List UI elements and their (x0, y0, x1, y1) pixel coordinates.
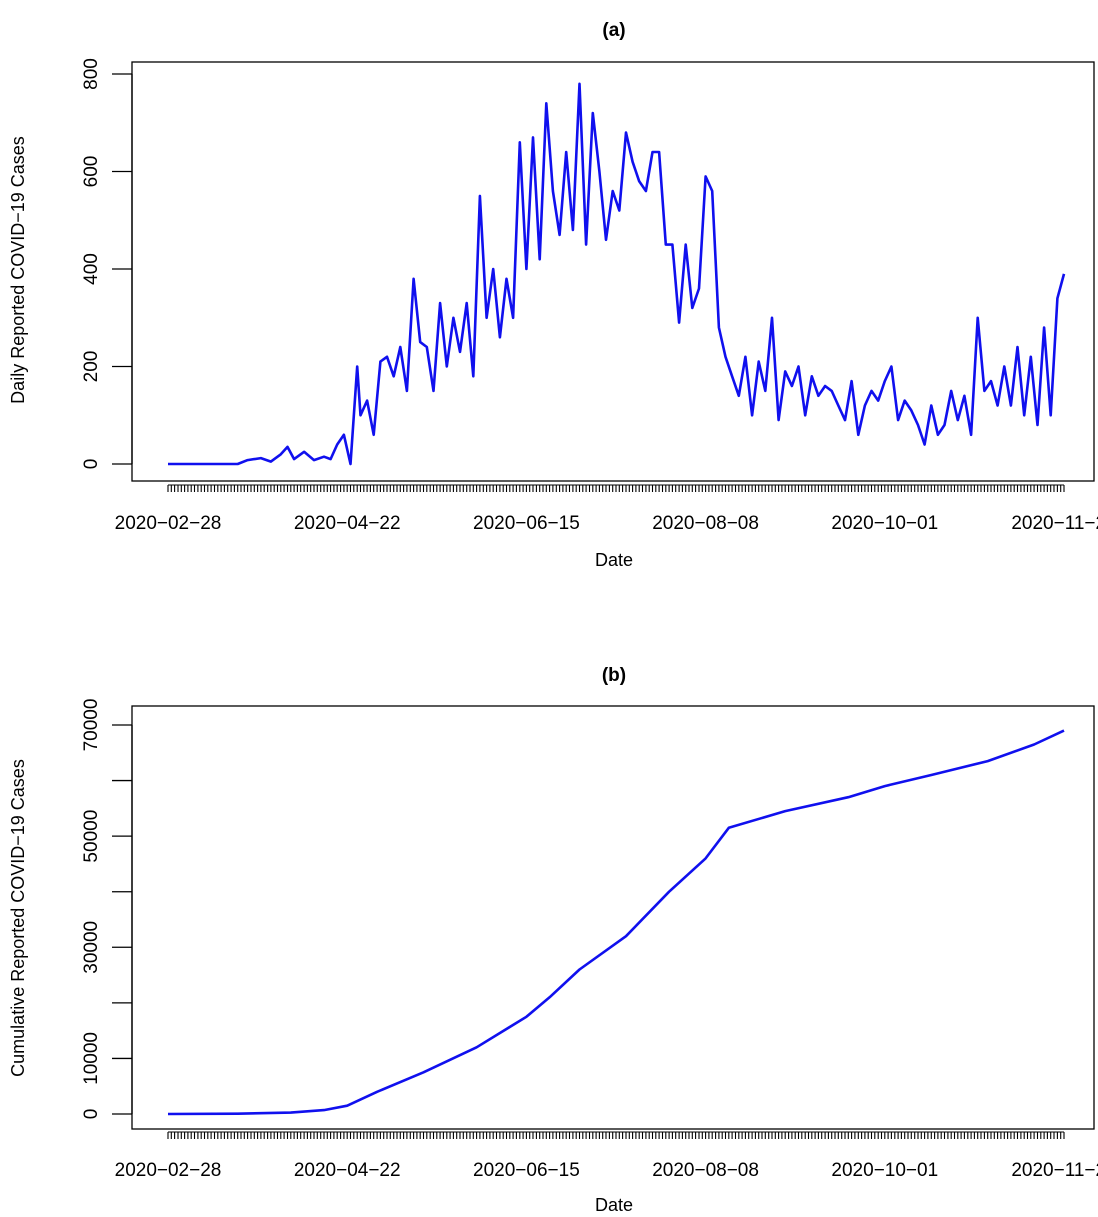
x-tick-label-b-2: 2020−06−15 (473, 1160, 580, 1181)
x-axis-label-b: Date (595, 1195, 633, 1215)
x-tick-label-b-4: 2020−10−01 (831, 1160, 938, 1181)
y-tick-label-b-4: 70000 (81, 699, 102, 752)
series-line-a-0 (168, 82, 1066, 466)
x-daily-ticks-b (167, 1132, 1065, 1139)
y-tick-label-b-0: 0 (81, 1109, 102, 1120)
x-tick-label-a-2: 2020−06−15 (473, 513, 580, 534)
y-tick-label-b-1: 10000 (81, 1032, 102, 1085)
x-tick-label-a-1: 2020−04−22 (294, 513, 401, 534)
x-tick-label-b-3: 2020−08−08 (652, 1160, 759, 1181)
x-axis-label-a: Date (595, 550, 633, 570)
x-tick-label-b-5: 2020−11−24 (1011, 1160, 1098, 1181)
y-axis-b: 0 10000 30000 50000 70000 (81, 699, 133, 1120)
series-line-b-0 (167, 729, 1065, 1116)
x-tick-label-a-5: 2020−11−24 (1011, 513, 1098, 534)
series-layer-a (168, 82, 1066, 466)
x-axis-a: 2020−02−28 2020−04−22 2020−06−15 2020−08−08… (115, 484, 1098, 534)
x-daily-ticks-a (167, 485, 1065, 492)
x-tick-label-a-3: 2020−08−08 (652, 513, 759, 534)
x-tick-label-b-0: 2020−02−28 (115, 1160, 222, 1181)
x-tick-label-a-4: 2020−10−01 (831, 513, 938, 534)
x-tick-label-b-1: 2020−04−22 (294, 1160, 401, 1181)
y-axis-a: 0 200 400 600 800 (81, 58, 133, 470)
y-tick-label-b-3: 50000 (81, 810, 102, 863)
series-layer-b (167, 729, 1065, 1116)
y-axis-label-a: Daily Reported COVID−19 Cases (8, 136, 28, 404)
x-tick-label-a-0: 2020−02−28 (115, 513, 222, 534)
chart-title-a: (a) (602, 20, 625, 41)
y-tick-label-a-1: 200 (81, 351, 102, 383)
y-tick-label-a-3: 600 (81, 156, 102, 188)
y-axis-label-b: Cumulative Reported COVID−19 Cases (8, 759, 28, 1077)
y-tick-label-b-2: 30000 (81, 921, 102, 974)
x-axis-b: 2020−02−28 2020−04−22 2020−06−15 2020−08−08… (115, 1131, 1098, 1181)
y-tick-label-a-4: 800 (81, 58, 102, 90)
y-tick-label-a-2: 400 (81, 253, 102, 285)
chart-title-b: (b) (602, 665, 626, 686)
plot-frame-a (131, 61, 1095, 482)
y-tick-label-a-0: 0 (81, 459, 102, 470)
